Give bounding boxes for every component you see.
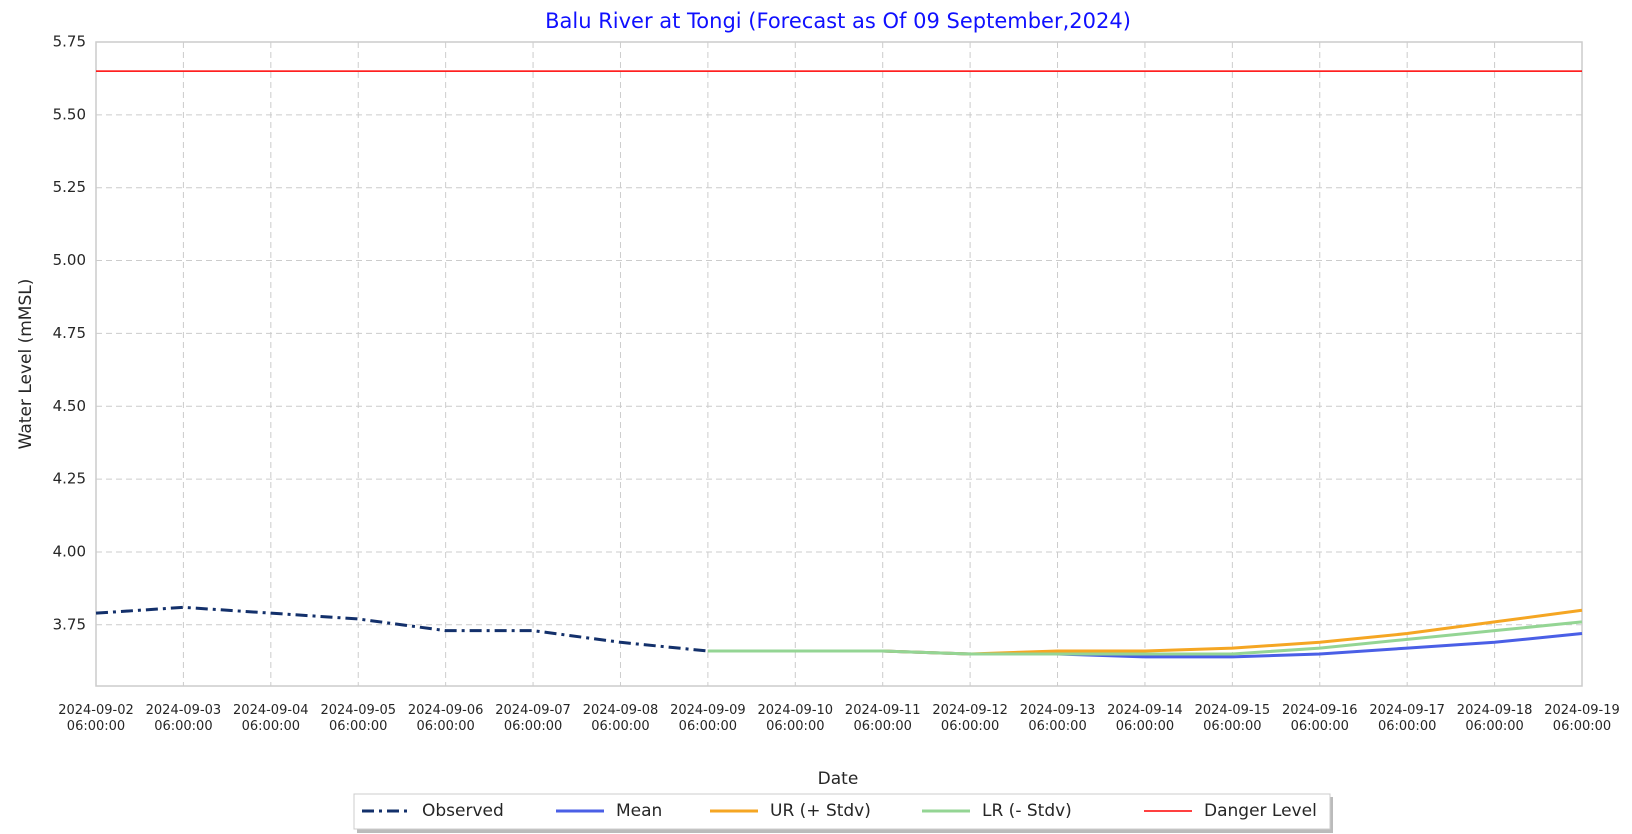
x-tick-label: 2024-09-11 06:00:00 — [845, 703, 921, 734]
legend-label: Observed — [422, 801, 504, 821]
legend-label: Mean — [616, 801, 662, 821]
x-tick-label: 2024-09-06 06:00:00 — [408, 703, 484, 734]
x-tick-label: 2024-09-19 06:00:00 — [1544, 703, 1620, 734]
legend-label: UR (+ Stdv) — [770, 801, 871, 821]
y-tick-label: 4.50 — [53, 397, 86, 415]
x-tick-label: 2024-09-17 06:00:00 — [1369, 703, 1445, 734]
x-tick-label: 2024-09-14 06:00:00 — [1107, 703, 1183, 734]
x-tick-label: 2024-09-04 06:00:00 — [233, 703, 309, 734]
x-tick-label: 2024-09-10 06:00:00 — [758, 703, 834, 734]
x-tick-label: 2024-09-02 06:00:00 — [58, 703, 134, 734]
x-tick-label: 2024-09-16 06:00:00 — [1282, 703, 1358, 734]
y-tick-label: 5.50 — [53, 105, 86, 123]
x-tick-label: 2024-09-08 06:00:00 — [583, 703, 659, 734]
legend-label: LR (- Stdv) — [982, 801, 1072, 821]
x-tick-label: 2024-09-13 06:00:00 — [1020, 703, 1096, 734]
y-tick-label: 5.25 — [53, 178, 86, 196]
y-axis-label: Water Level (mMSL) — [16, 279, 36, 450]
y-tick-label: 4.75 — [53, 324, 86, 342]
x-tick-label: 2024-09-07 06:00:00 — [495, 703, 571, 734]
y-tick-label: 4.25 — [53, 470, 86, 488]
x-tick-label: 2024-09-09 06:00:00 — [670, 703, 746, 734]
plot-frame — [95, 41, 1583, 687]
x-tick-label: 2024-09-12 06:00:00 — [932, 703, 1008, 734]
y-tick-label: 5.00 — [53, 251, 86, 269]
x-axis-label: Date — [818, 769, 859, 789]
series-line — [95, 605, 709, 653]
series-line — [707, 620, 1583, 656]
x-tick-label: 2024-09-03 06:00:00 — [146, 703, 222, 734]
y-tick-label: 3.75 — [53, 615, 86, 633]
x-tick-label: 2024-09-15 06:00:00 — [1195, 703, 1271, 734]
x-tick-label: 2024-09-05 06:00:00 — [320, 703, 396, 734]
legend: Observed Mean UR (+ Stdv) LR (- Stdv) Danger… — [353, 793, 1333, 833]
y-tick-label: 5.75 — [53, 33, 86, 51]
legend-label: Danger Level — [1204, 801, 1317, 821]
chart-title: Balu River at Tongi (Forecast as Of 09 S… — [545, 9, 1131, 33]
x-tick-label: 2024-09-18 06:00:00 — [1457, 703, 1533, 734]
y-tick-label: 4.00 — [53, 542, 86, 560]
